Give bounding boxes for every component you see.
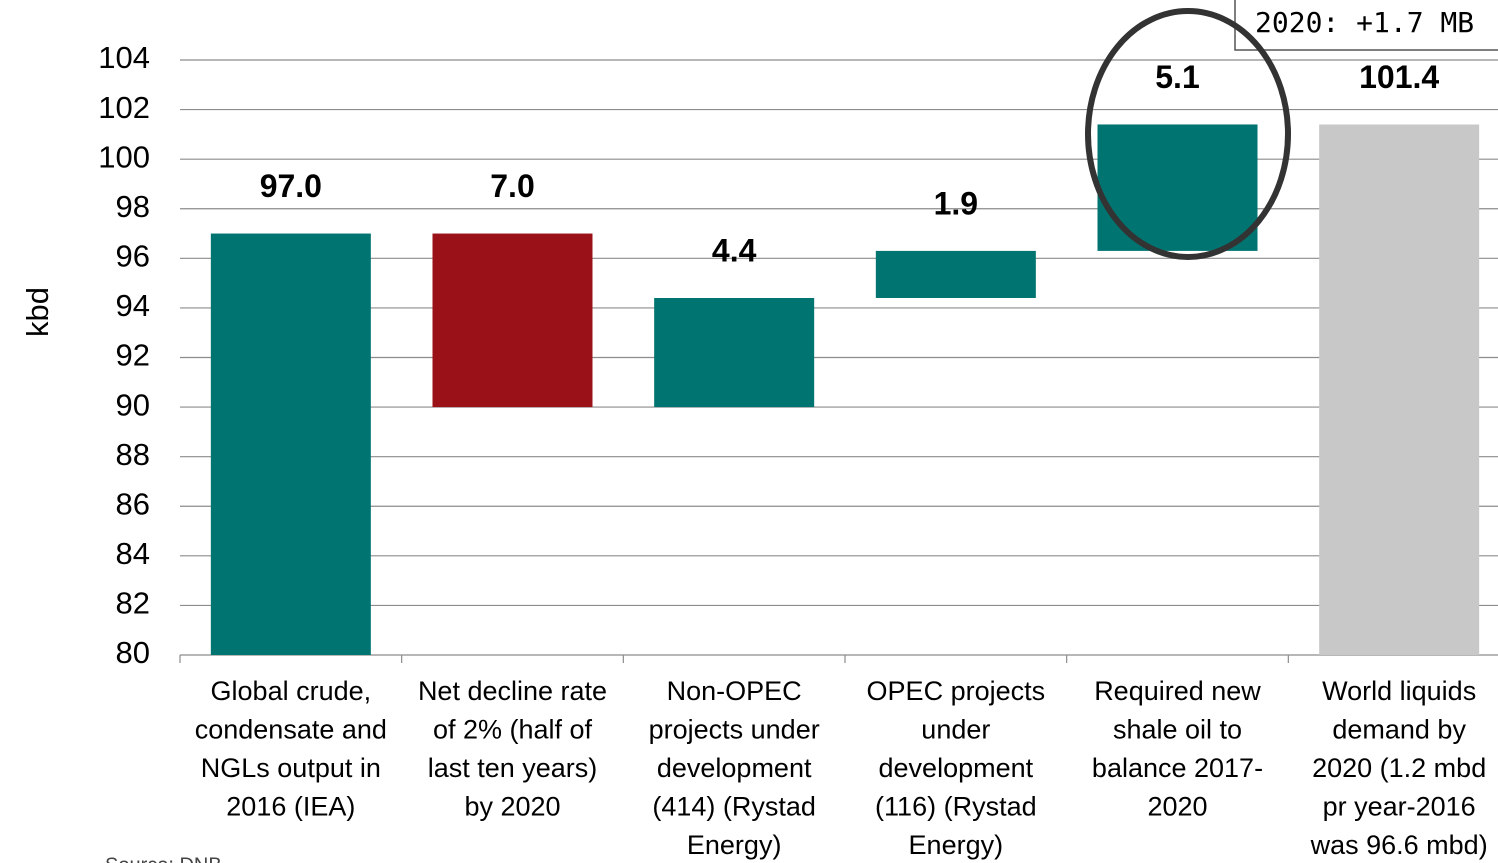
y-tick-label: 92 [116, 338, 150, 373]
y-tick-label: 84 [116, 536, 150, 571]
y-tick-label: 96 [116, 239, 150, 274]
value-label: 7.0 [490, 168, 534, 204]
x-tick-label: Global crude, condensate and NGLs output i… [195, 676, 387, 822]
value-label: 101.4 [1359, 59, 1439, 95]
value-label: 5.1 [1155, 59, 1199, 95]
bar [654, 298, 815, 408]
y-tick-label: 100 [98, 139, 150, 174]
value-label: 1.9 [934, 185, 978, 221]
y-tick-label: 98 [116, 189, 150, 224]
highlight-circle [1085, 8, 1291, 260]
y-tick-label: 94 [116, 288, 150, 323]
x-tick-label: OPEC projects under development (116) (Ryst… [867, 676, 1046, 860]
source: Source: DNB [105, 854, 222, 863]
y-tick-label: 82 [116, 586, 150, 621]
y-tick-label: 90 [116, 387, 150, 422]
bar [210, 233, 371, 655]
value-label: 4.4 [712, 232, 757, 268]
y-axis-label: kbd [20, 287, 55, 337]
bar [1319, 124, 1480, 656]
bar [432, 233, 593, 408]
x-tick-label: Required new shale oil to balance 2017-202… [1092, 676, 1263, 822]
value-label: 97.0 [260, 168, 322, 204]
x-tick-label: Net decline rate of 2% (half of last ten y… [418, 676, 607, 822]
bar [1097, 124, 1258, 251]
y-tick-label: 86 [116, 486, 150, 521]
y-tick-label: 104 [98, 40, 150, 75]
y-tick-label: 102 [98, 90, 150, 125]
x-tick-label: Non-OPEC projects under development (414) (… [649, 676, 820, 860]
annotation: 2020: +1.7 MB [1255, 6, 1474, 39]
x-tick-label: World liquids demand by 2020 (1.2 mbd pr ye… [1310, 676, 1488, 860]
bar [875, 250, 1036, 298]
y-tick-label: 80 [116, 635, 150, 670]
y-tick-label: 88 [116, 437, 150, 472]
